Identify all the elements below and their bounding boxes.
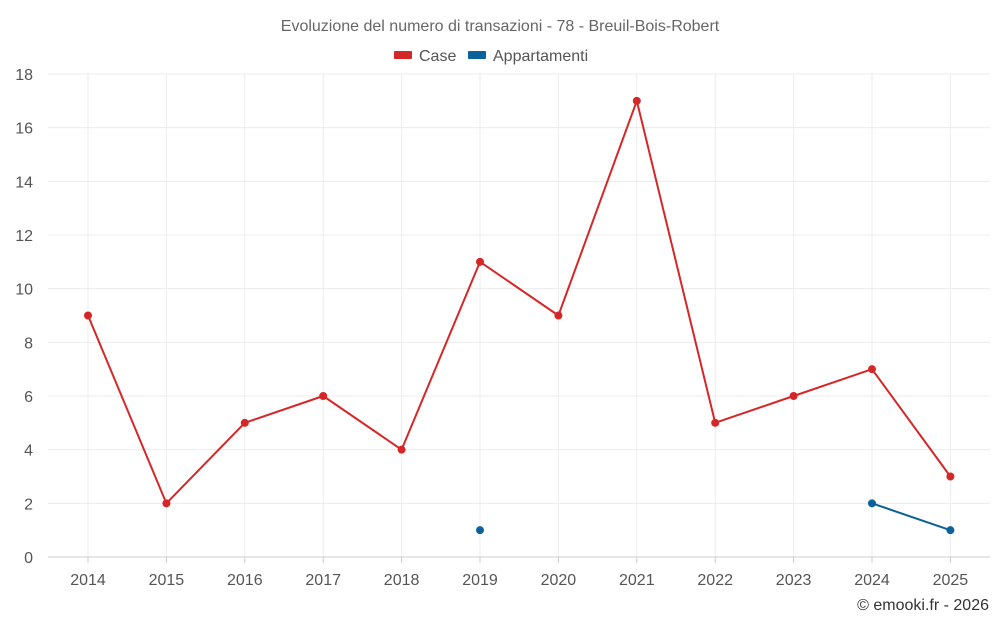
data-point-case[interactable] xyxy=(554,311,563,320)
series-line-appartamenti xyxy=(871,502,952,532)
y-tick-label: 2 xyxy=(24,496,33,513)
y-tick-label: 10 xyxy=(15,282,33,299)
data-point-case[interactable] xyxy=(711,418,720,427)
y-tick-label: 14 xyxy=(15,174,33,191)
x-tick-label: 2019 xyxy=(462,572,498,589)
credit-text: © emooki.fr - 2026 xyxy=(857,597,989,614)
data-point-case[interactable] xyxy=(476,257,484,266)
y-tick-label: 8 xyxy=(24,335,33,352)
data-point-case[interactable] xyxy=(789,392,798,400)
y-tick-label: 18 xyxy=(15,67,33,84)
y-axis: 0 2 4 6 8 10 12 14 16 18 xyxy=(15,67,33,567)
data-point-case[interactable] xyxy=(240,418,249,427)
x-tick-label: 2022 xyxy=(697,572,733,589)
x-tick-label: 2020 xyxy=(541,572,577,589)
y-tick-label: 6 xyxy=(24,389,33,406)
data-point-case[interactable] xyxy=(319,392,328,400)
legend-swatch-case xyxy=(394,51,412,59)
data-point-case[interactable] xyxy=(84,311,92,320)
x-axis: 2014 2015 2016 2017 2018 2019 2020 2021 2022 2023… xyxy=(48,556,990,589)
series-case xyxy=(84,96,955,508)
y-tick-label: 12 xyxy=(15,228,33,245)
data-point-case[interactable] xyxy=(397,445,406,454)
legend: Case Appartamenti xyxy=(394,48,588,65)
legend-item-appartamenti[interactable]: Appartamenti xyxy=(468,48,588,65)
y-tick-label: 16 xyxy=(15,121,33,138)
grid xyxy=(48,73,990,557)
data-point-case[interactable] xyxy=(868,365,876,374)
data-point-case[interactable] xyxy=(946,472,955,481)
data-point-appartamenti[interactable] xyxy=(476,526,484,535)
x-tick-label: 2023 xyxy=(776,572,812,589)
x-tick-label: 2014 xyxy=(70,572,106,589)
chart-title: Evoluzione del numero di transazioni - 7… xyxy=(281,18,720,35)
series-appartamenti xyxy=(476,499,955,535)
y-tick-label: 4 xyxy=(24,443,33,460)
legend-item-case[interactable]: Case xyxy=(394,48,456,65)
x-tick-label: 2015 xyxy=(149,572,185,589)
x-tick-label: 2024 xyxy=(854,572,890,589)
x-tick-label: 2018 xyxy=(384,572,420,589)
legend-label-appartamenti: Appartamenti xyxy=(493,48,588,65)
data-point-case[interactable] xyxy=(162,499,171,508)
x-tick-label: 2017 xyxy=(305,572,341,589)
x-tick-label: 2016 xyxy=(227,572,263,589)
y-tick-label: 0 xyxy=(24,550,33,567)
series xyxy=(84,96,955,535)
legend-swatch-appartamenti xyxy=(468,51,486,59)
x-tick-label: 2021 xyxy=(619,572,655,589)
data-point-case[interactable] xyxy=(632,96,641,105)
x-tick-label: 2025 xyxy=(933,572,969,589)
data-point-appartamenti[interactable] xyxy=(868,499,876,508)
series-line-case xyxy=(87,99,952,505)
data-point-appartamenti[interactable] xyxy=(946,526,955,535)
legend-label-case: Case xyxy=(419,48,456,65)
